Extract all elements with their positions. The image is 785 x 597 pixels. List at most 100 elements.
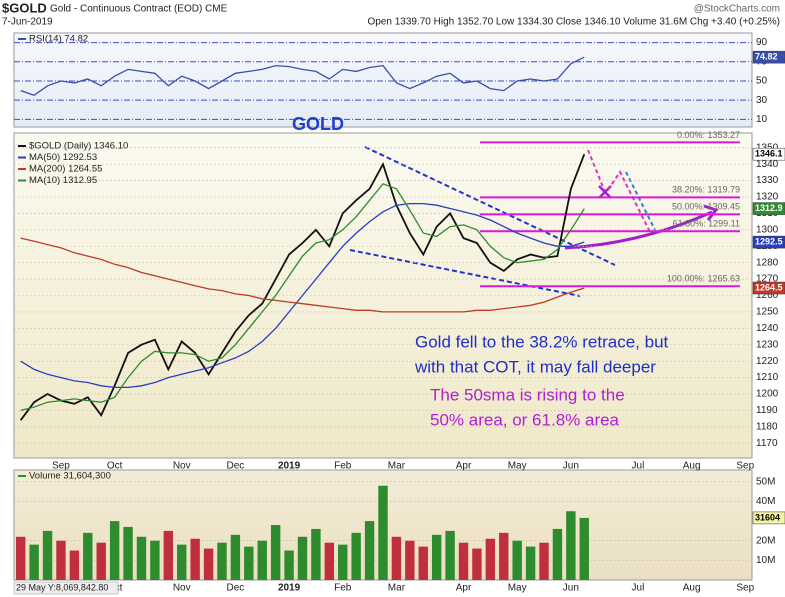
x-tick-label: Sep	[52, 461, 70, 472]
y-tick-label: 1230	[756, 339, 779, 350]
y-tick-label: 1240	[756, 323, 779, 334]
volume-bar	[485, 538, 496, 580]
volume-bar	[190, 538, 200, 580]
y-tick-label: 1320	[756, 192, 779, 203]
annotation: The 50sma is rising to the	[430, 385, 625, 404]
x-tick-label: May	[508, 583, 527, 594]
y-tick-label: 30	[756, 95, 768, 106]
volume-bar	[338, 544, 348, 580]
y-tick-label: 10	[756, 114, 768, 125]
y-tick-label: 1350	[756, 142, 779, 153]
x-tick-label: Jul	[632, 583, 645, 594]
projection	[587, 149, 606, 193]
x-tick-label: Aug	[683, 461, 701, 472]
value-box	[752, 147, 785, 161]
x-tick-label: Mar	[388, 461, 406, 472]
y-tick-label: 1170	[756, 438, 778, 449]
quote: Open 1339.70 High 1352.70 Low 1334.30 Cl…	[367, 17, 780, 28]
y-tick-label: 90	[756, 37, 768, 48]
volume-bar	[566, 511, 576, 580]
volume-bar	[109, 521, 120, 580]
fib-label: 0.00%: 1353.27	[677, 130, 740, 140]
y-tick-label: 50	[756, 76, 768, 87]
volume-bar	[431, 534, 442, 580]
x-tick-label: May	[508, 461, 527, 472]
value-box-label: 1346.1	[755, 149, 783, 159]
value-box	[752, 202, 785, 215]
value-box	[752, 50, 785, 64]
fib-label: 38.20%: 1319.79	[672, 185, 740, 195]
legend-label: Volume 31,604,300	[29, 471, 111, 482]
legend-label: MA(50) 1292.53	[29, 152, 97, 163]
trend-line	[349, 249, 581, 297]
y-tick-label: 1270	[756, 274, 779, 285]
x-tick-label: Feb	[334, 461, 352, 472]
value-box	[752, 235, 785, 249]
x-tick-label: Apr	[456, 583, 472, 594]
rsi-panel	[13, 32, 753, 128]
volume-bar	[42, 530, 53, 580]
x-tick-label: Dec	[227, 583, 245, 594]
tooltip-box	[13, 581, 119, 595]
volume-bar	[311, 528, 321, 580]
x-tick-label: Oct	[107, 461, 123, 472]
volume-bar	[217, 542, 227, 580]
value-box	[752, 511, 785, 525]
volume-bar	[270, 525, 281, 580]
y-tick-label: 1280	[756, 257, 779, 268]
volume-bar	[163, 530, 174, 580]
date: 7-Jun-2019	[2, 17, 53, 28]
x-tick-label: Jun	[563, 461, 579, 472]
volume-bar	[150, 540, 160, 580]
trend-line	[364, 146, 616, 266]
legend-label: RSI(14) 74.82	[29, 34, 88, 45]
series-line	[20, 237, 585, 313]
description: Gold - Continuous Contract (EOD) CME	[50, 4, 228, 15]
projection-curve	[564, 210, 713, 250]
fib-label: 100.00%: 1265.63	[667, 274, 740, 284]
x-tick-label: Jun	[563, 583, 579, 594]
volume-bar	[499, 532, 509, 580]
volume-bar	[56, 540, 66, 580]
value-box	[752, 281, 785, 295]
x-tick-label: Dec	[227, 461, 245, 472]
volume-bar	[297, 536, 308, 580]
annotation: with that COT, it may fall deeper	[414, 357, 656, 376]
volume-bar	[539, 542, 549, 580]
drawings	[349, 146, 719, 297]
y-tick-label: 1180	[756, 421, 778, 432]
volume-bar	[123, 526, 133, 580]
source: @StockCharts.com	[694, 4, 780, 15]
volume-bar	[257, 540, 267, 580]
volume-bar	[244, 546, 254, 580]
y-tick-label: 1190	[756, 405, 778, 416]
y-tick-label: 1200	[756, 389, 779, 400]
y-tick-label: 1250	[756, 307, 779, 318]
volume-bar	[512, 540, 522, 580]
x-tick-label: Jul	[632, 461, 645, 472]
x-tick-label: Apr	[456, 461, 472, 472]
annotation: Gold fell to the 38.2% retrace, but	[415, 332, 669, 351]
y-tick-label: 1340	[756, 159, 779, 170]
volume-bar	[29, 544, 39, 580]
y-tick-label: 1260	[756, 290, 779, 301]
volume-bar	[203, 548, 214, 580]
x-tick-label: 2019	[278, 583, 301, 594]
y-tick-label: 1330	[756, 175, 779, 186]
series-line	[19, 153, 586, 421]
x-tick-label: Mar	[388, 583, 406, 594]
projection	[607, 170, 651, 233]
volume-bar	[69, 550, 80, 580]
y-tick-label: 1220	[756, 356, 779, 367]
legend-label: $GOLD (Daily) 1346.10	[29, 141, 128, 152]
x-tick-label: 2019	[278, 461, 301, 472]
volume-bar	[364, 521, 375, 580]
x-tick-label: Sep	[736, 583, 754, 594]
volume-bar	[391, 536, 402, 580]
fib-label: 50.00%: 1309.45	[672, 202, 740, 212]
volume-bar	[230, 534, 241, 580]
volume-bar	[552, 528, 563, 580]
x-tick-label: Feb	[334, 583, 352, 594]
value-box-label: 31604	[755, 512, 780, 522]
